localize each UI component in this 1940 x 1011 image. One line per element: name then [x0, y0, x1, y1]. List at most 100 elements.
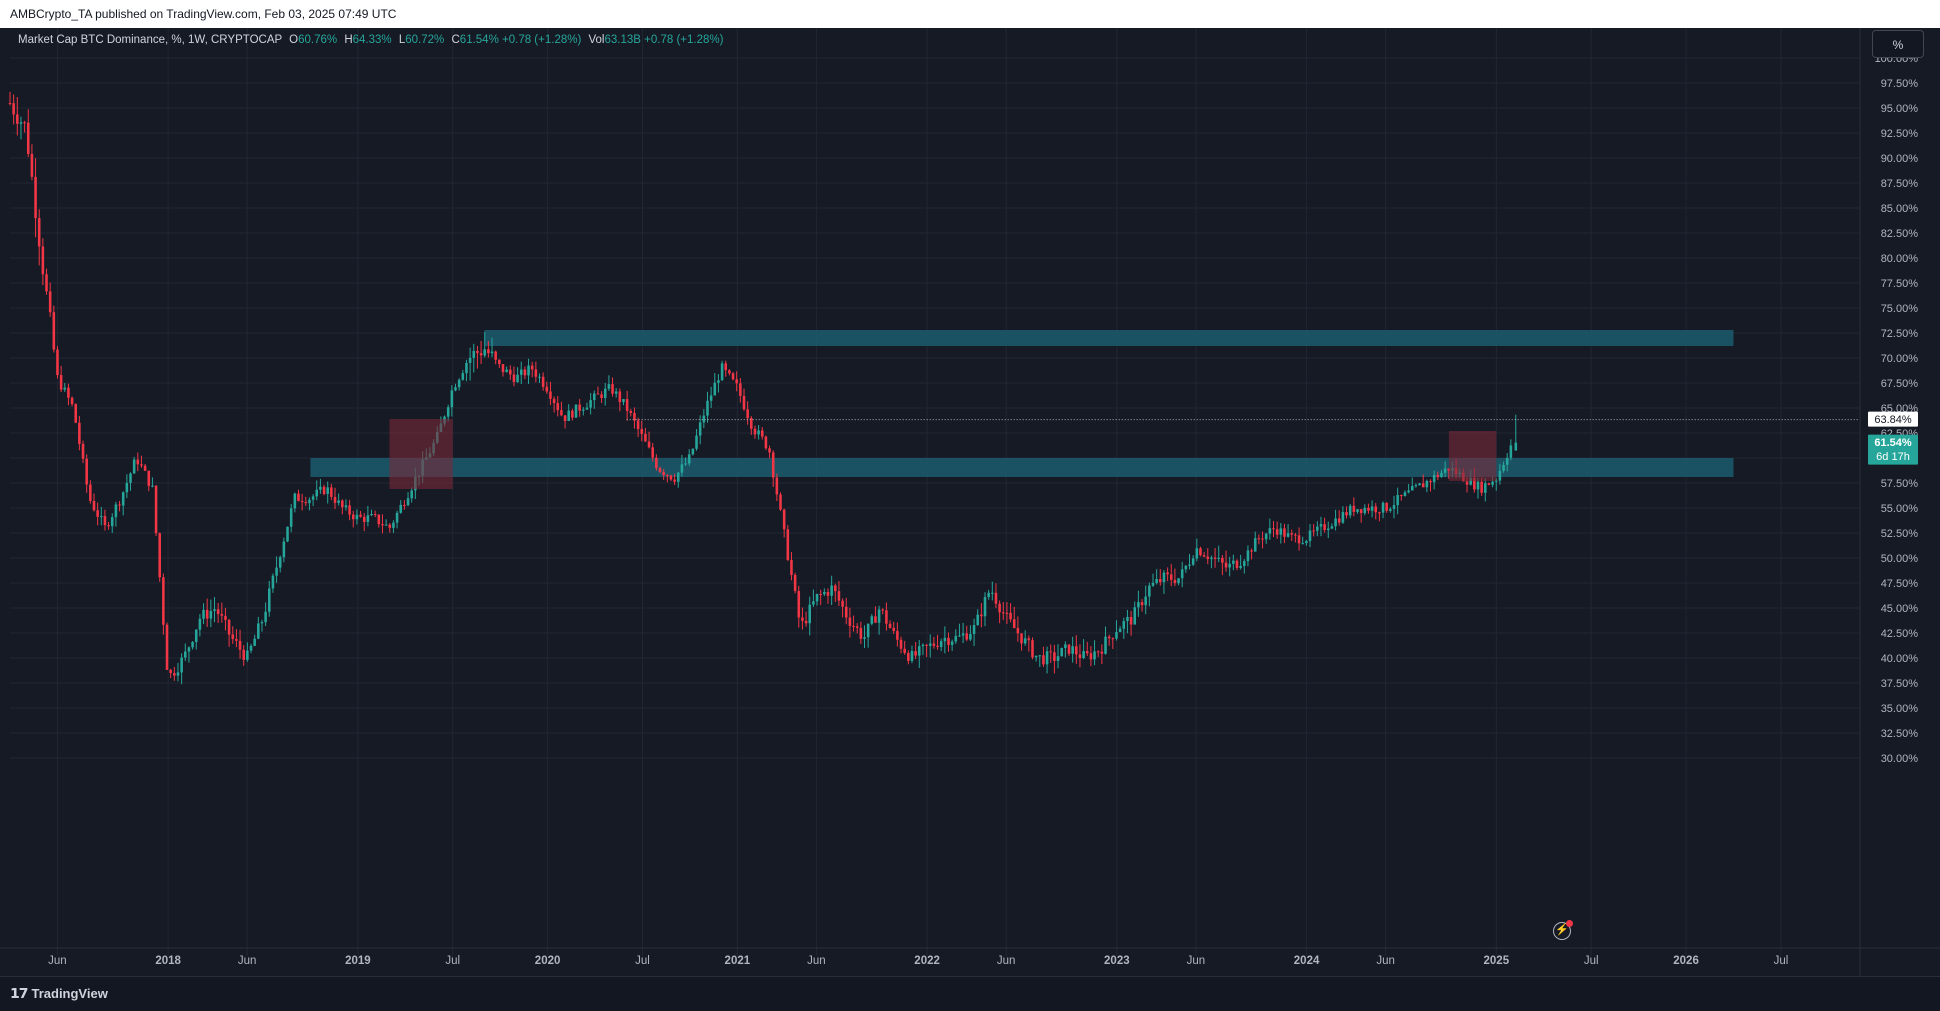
candle-body	[823, 592, 826, 595]
candle-body	[1272, 528, 1275, 530]
zone-1	[484, 330, 1734, 346]
candle-body	[176, 672, 180, 676]
candle-body	[991, 592, 994, 594]
candle-body	[1027, 638, 1031, 641]
x-tick-label: Jun	[1187, 955, 1206, 967]
candle-body	[1162, 572, 1166, 583]
candle-body	[1159, 579, 1162, 583]
candle-body	[1502, 464, 1505, 471]
y-tick-label: 30.00%	[1881, 753, 1919, 765]
candle-body	[596, 393, 600, 395]
candle-body	[658, 468, 662, 472]
candle-body	[965, 633, 969, 640]
candle-body	[114, 504, 118, 518]
candle-body	[446, 407, 450, 417]
candle-body	[552, 398, 556, 404]
candle-body	[541, 376, 545, 387]
candle-body	[151, 485, 154, 487]
candle-body	[545, 386, 549, 392]
candle-body	[1034, 655, 1038, 658]
candle-body	[1316, 526, 1319, 531]
candle-body	[742, 395, 746, 410]
last-price-label: 61.54%	[1874, 437, 1912, 449]
x-tick-label: 2020	[535, 955, 561, 967]
symbol-title[interactable]: Market Cap BTC Dominance, %, 1W, CRYPTOC…	[18, 34, 282, 46]
candle-body	[242, 649, 245, 660]
candle-body	[125, 482, 129, 493]
countdown-label: 6d 17h	[1876, 451, 1910, 463]
candle-body	[939, 641, 943, 647]
candle-body	[1001, 612, 1005, 614]
candle-body	[1188, 564, 1191, 566]
chart-legend: Market Cap BTC Dominance, %, 1W, CRYPTOC…	[18, 34, 723, 46]
y-tick-label: 57.50%	[1881, 478, 1919, 490]
candle-body	[45, 274, 48, 292]
candle-body	[1064, 644, 1067, 648]
percent-scale-button[interactable]: %	[1872, 30, 1924, 58]
candle-body	[1100, 651, 1104, 654]
last-candle-body	[1514, 442, 1518, 451]
flash-icon[interactable]: ⚡	[1553, 920, 1573, 940]
y-tick-label: 92.50%	[1881, 128, 1919, 140]
candle-body	[1122, 621, 1126, 629]
candle-body	[782, 509, 786, 530]
candle-body	[1312, 530, 1315, 532]
x-tick-label: 2022	[914, 955, 940, 967]
candle-body	[249, 645, 253, 651]
candle-body	[209, 610, 213, 619]
candle-body	[636, 420, 640, 430]
candle-body	[227, 619, 231, 635]
candle-body	[600, 394, 603, 398]
support-resistance-zones	[310, 330, 1734, 477]
candle-body	[220, 614, 224, 616]
candle-body	[246, 650, 249, 660]
candle-body	[757, 430, 760, 435]
candle-body	[1290, 533, 1294, 535]
candle-body	[140, 464, 143, 466]
y-tick-label: 80.00%	[1881, 253, 1919, 265]
y-tick-label: 37.50%	[1881, 678, 1919, 690]
tradingview-logo[interactable]: 𝟭𝟳 TradingView	[10, 985, 108, 1002]
price-chart[interactable]: 100.00%97.50%95.00%92.50%90.00%87.50%85.…	[0, 28, 1940, 976]
candle-body	[48, 291, 52, 313]
candle-body	[618, 391, 622, 403]
candle-body	[198, 618, 202, 630]
candle-body	[644, 433, 647, 442]
candle-body	[1447, 468, 1451, 471]
candle-body	[910, 651, 914, 661]
candle-body	[1020, 633, 1023, 644]
candle-body	[326, 487, 329, 494]
candle-body	[804, 620, 808, 624]
candle-body	[132, 459, 136, 474]
candle-body	[614, 391, 618, 394]
x-tick-label: Jul	[445, 955, 460, 967]
price-labels: 63.84% 61.54% 6d 17h	[1868, 411, 1918, 465]
candle-body	[841, 600, 844, 607]
candle-body	[370, 513, 373, 516]
candle-body	[483, 349, 487, 356]
candle-body	[158, 533, 161, 578]
candle-body	[1337, 518, 1341, 523]
y-tick-label: 32.50%	[1881, 728, 1919, 740]
candle-body	[921, 644, 925, 647]
candle-body	[680, 464, 684, 473]
candle-body	[768, 448, 771, 453]
x-tick-label: Jun	[48, 955, 67, 967]
candle-body	[351, 514, 355, 520]
candle-body	[92, 500, 96, 511]
candle-body	[1363, 507, 1367, 514]
candle-body	[998, 603, 1001, 613]
candle-body	[1082, 651, 1085, 659]
candle-body	[1286, 533, 1290, 537]
candle-body	[728, 370, 731, 374]
published-text: AMBCrypto_TA published on TradingView.co…	[10, 7, 397, 21]
y-tick-label: 90.00%	[1881, 153, 1919, 165]
candle-body	[793, 574, 797, 591]
x-tick-label: 2021	[725, 955, 751, 967]
x-tick-label: Jun	[1376, 955, 1395, 967]
candle-body	[753, 428, 757, 435]
candle-body	[611, 384, 614, 394]
candle-body	[1173, 579, 1177, 584]
candle-body	[702, 415, 706, 423]
x-tick-label: 2024	[1294, 955, 1320, 967]
